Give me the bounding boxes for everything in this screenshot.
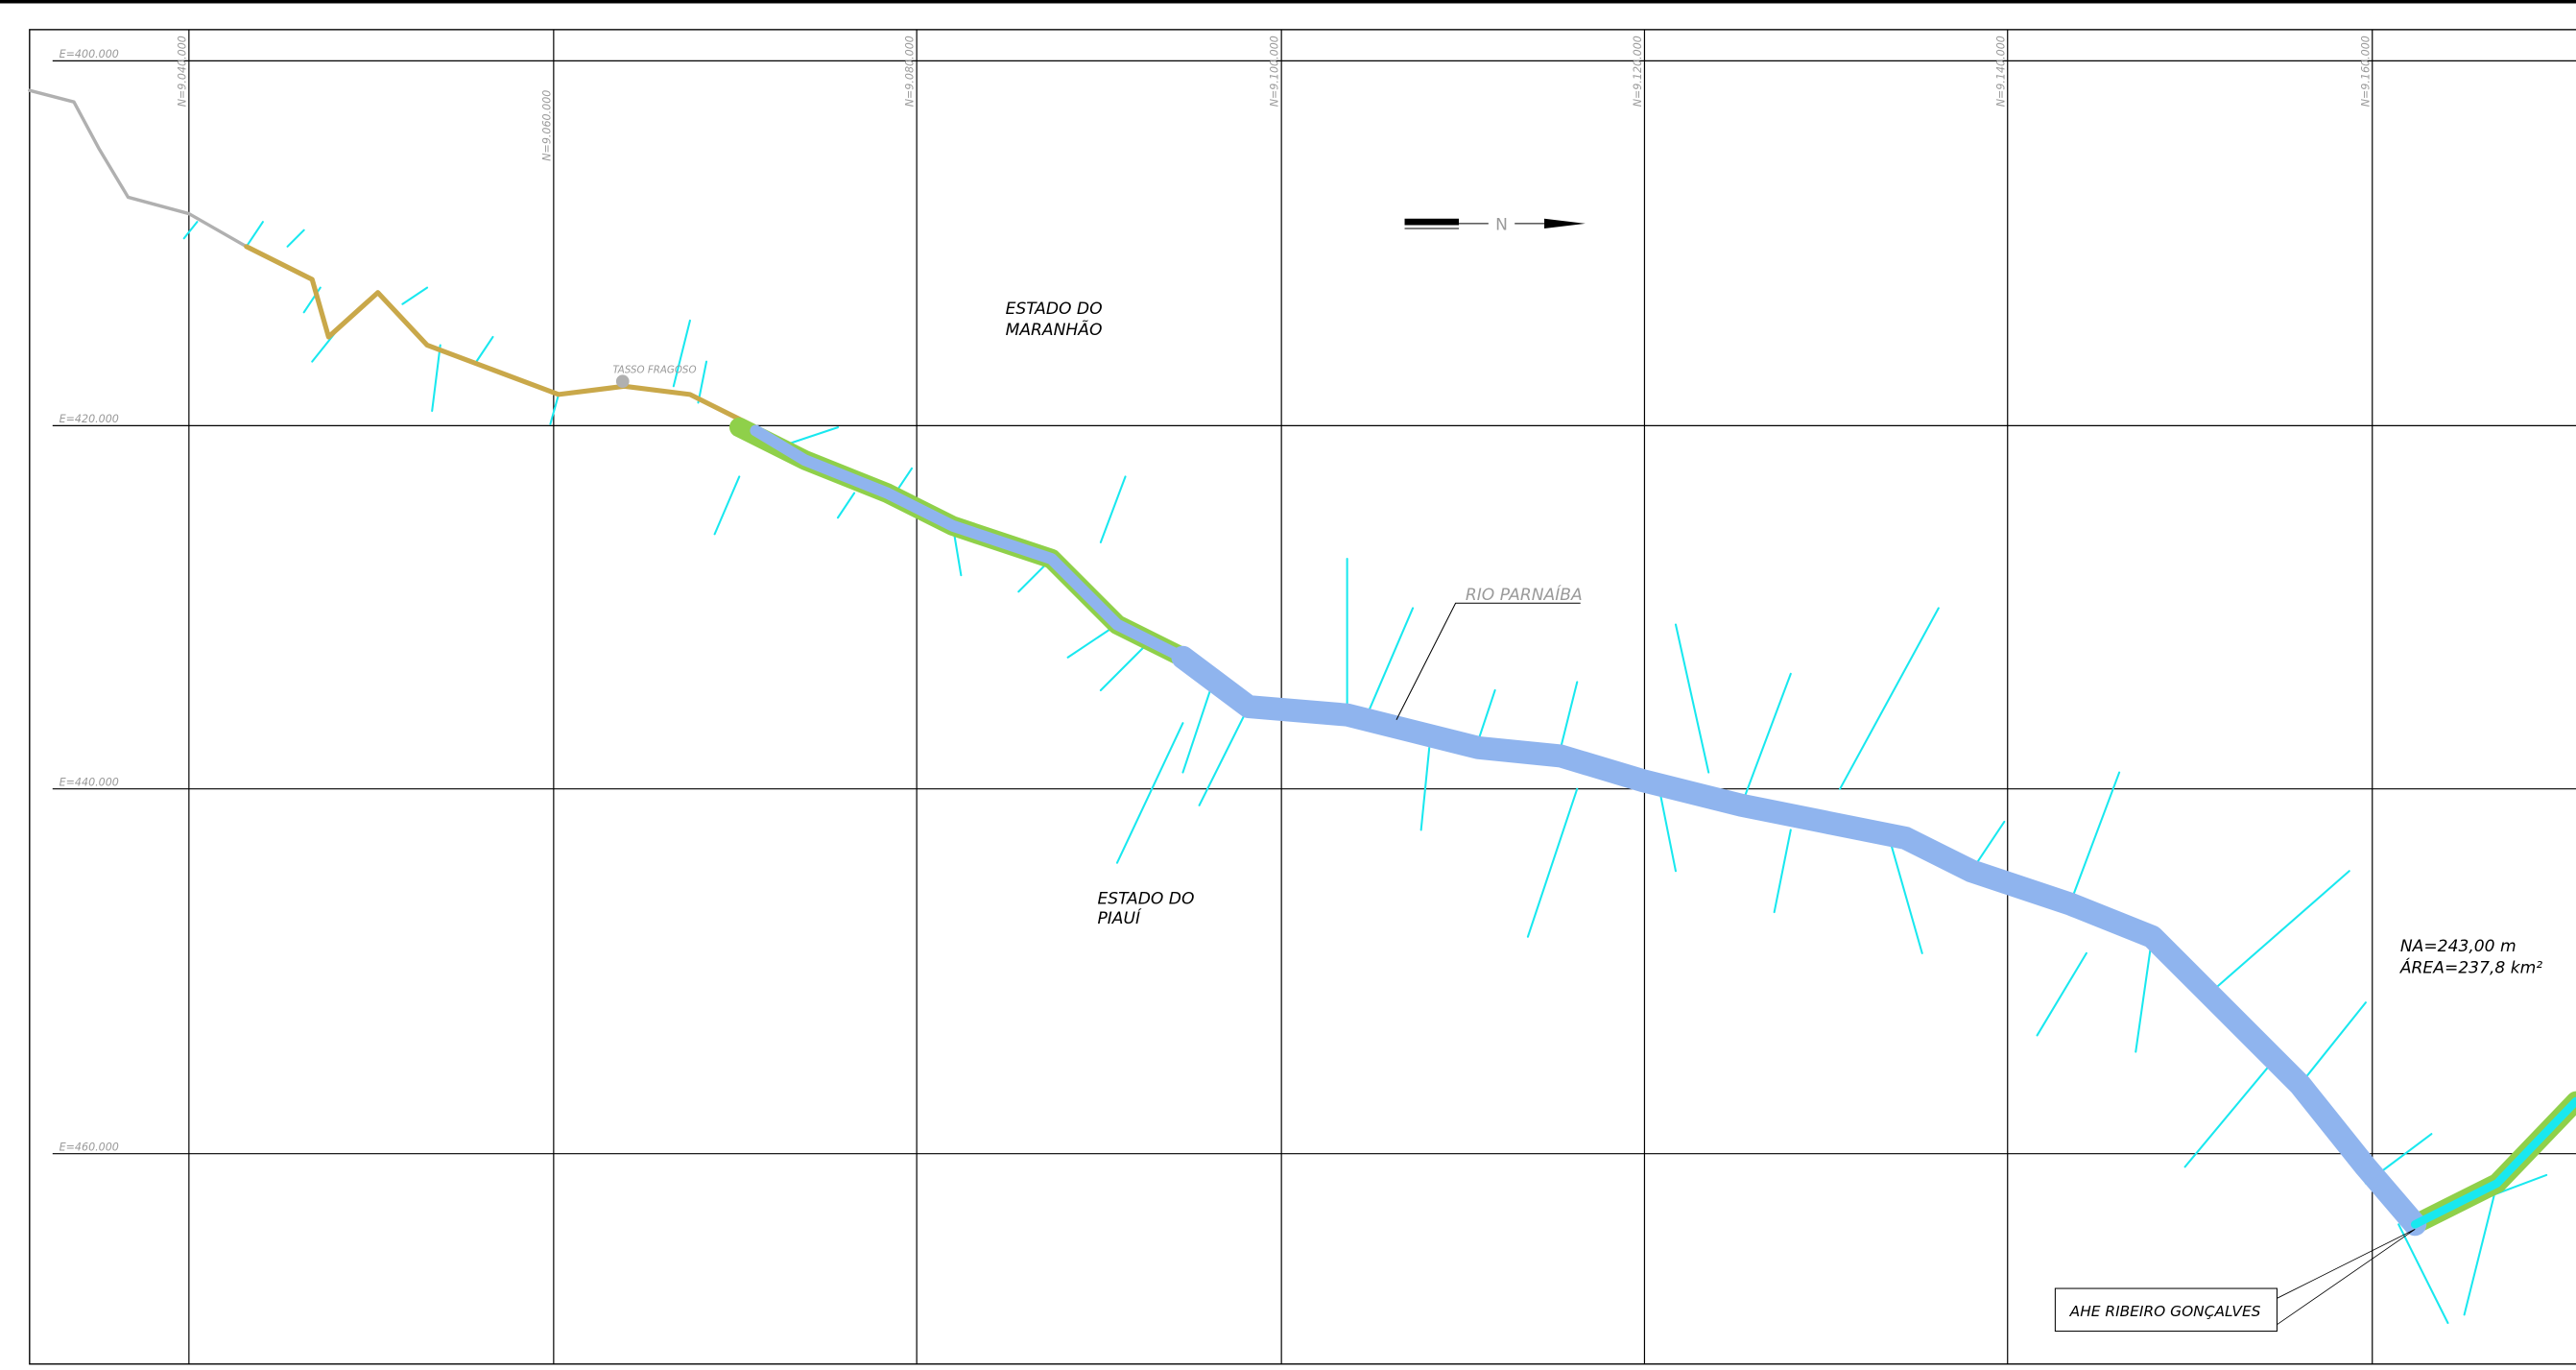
- reservoir-label: ÁREA=237,8 km²: [2399, 956, 2542, 977]
- river-leader: [1395, 602, 1581, 721]
- map-frame: [29, 29, 2576, 1365]
- river: [28, 88, 2576, 1325]
- state-label: PIAUÍ: [1097, 907, 1142, 928]
- northing-label: N=9.140.000: [1994, 36, 2007, 107]
- northing-label: N=9.060.000: [540, 90, 553, 161]
- north-arrow: N: [1404, 216, 1586, 235]
- northing-label: N=9.160.000: [2359, 36, 2372, 107]
- north-label: N: [1495, 216, 1508, 235]
- dam-box: [2054, 1287, 2278, 1333]
- easting-label: E=420.000: [60, 413, 119, 425]
- northing-label: N=9.040.000: [176, 36, 188, 107]
- easting-label: E=440.000: [60, 776, 119, 788]
- state-label: ESTADO DO: [1006, 300, 1103, 319]
- grid-lines: [52, 29, 2576, 1364]
- northing-label: N=9.120.000: [1632, 36, 1644, 107]
- northing-label: N=9.100.000: [1269, 36, 1281, 107]
- state-label: MARANHÃO: [1006, 319, 1103, 340]
- easting-label: E=460.000: [60, 1141, 119, 1153]
- state-label: ESTADO DO: [1097, 890, 1194, 909]
- town-marker: [615, 374, 630, 389]
- river-label: RIO PARNAÍBA: [1466, 584, 1583, 605]
- reservoir-label: NA=243,00 m: [2400, 937, 2516, 956]
- dam-leader: [2277, 1229, 2416, 1326]
- northing-label: N=9.080.000: [904, 36, 917, 107]
- easting-label: E=400.000: [60, 48, 119, 60]
- town-label: TASSO FRAGOSO: [612, 365, 696, 376]
- dam-label: AHE RIBEIRO GONÇALVES: [2069, 1303, 2261, 1320]
